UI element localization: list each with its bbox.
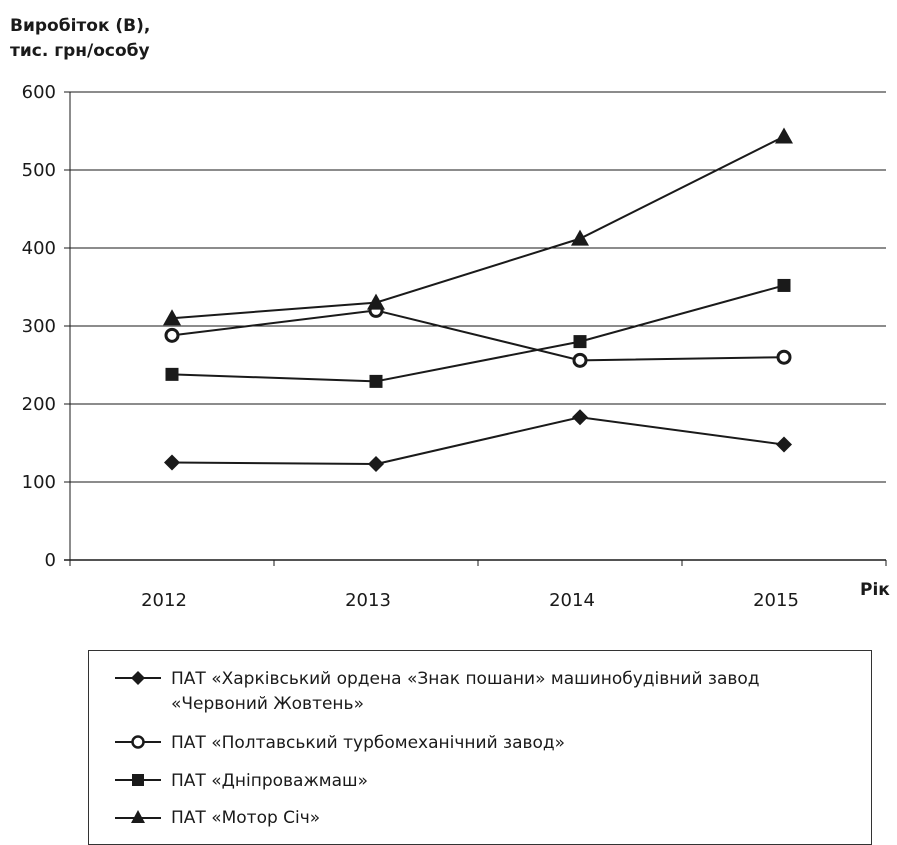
data-point-s3-2014: [571, 229, 589, 246]
legend-item-2: ПАТ «Дніпроважмаш»: [113, 769, 368, 794]
y-tick-label: 0: [45, 550, 56, 571]
data-point-s2-2012: [165, 367, 179, 381]
data-point-s0-2013: [368, 456, 384, 473]
data-point-s2-2015: [777, 278, 791, 292]
x-tick-label: 2014: [549, 590, 595, 611]
gridlines: [70, 91, 886, 483]
legend-label-3: ПАТ «Мотор Січ»: [171, 808, 321, 828]
series-line-1: [171, 309, 785, 362]
data-point-s0-2012: [164, 454, 180, 471]
series-line-2: [171, 284, 785, 383]
x-tick-label: 2015: [753, 590, 799, 611]
y-tick-label: 300: [22, 316, 56, 337]
legend-label-2: ПАТ «Дніпроважмаш»: [171, 771, 368, 791]
data-point-s3-2015: [775, 127, 793, 144]
legend-item-1: ПАТ «Полтавський турбомеханічний завод»: [113, 731, 565, 756]
legend-item-0: ПАТ «Харківський ордена «Знак пошани» ма…: [113, 667, 861, 717]
y-tick-label: 600: [22, 82, 56, 103]
series-layer: [163, 127, 793, 473]
tick-labels: 0 100 200 300 400 500 600 2012 2013 2014 2015: [22, 82, 799, 611]
diamond-marker-icon: [115, 671, 161, 685]
legend-label-0: ПАТ «Харківський ордена «Знак пошани» ма…: [171, 669, 760, 714]
x-axis-label: Рік: [860, 580, 890, 600]
series-line-3: [171, 135, 785, 320]
x-tick-label: 2012: [141, 590, 187, 611]
data-point-s3-2013: [367, 293, 385, 310]
data-point-s1-2014: [572, 352, 588, 368]
square-marker-icon: [115, 774, 161, 786]
data-point-s1-2015: [776, 349, 792, 365]
line-chart: 0 100 200 300 400 500 600 2012 2013 2014 2015: [22, 82, 887, 611]
y-axis-label: Виробіток (В), тис. грн/особу: [10, 14, 150, 64]
series-line-0: [171, 416, 785, 466]
x-tick-label: 2013: [345, 590, 391, 611]
y-axis-label-line-1: Виробіток (В),: [10, 16, 151, 36]
data-point-s2-2013: [369, 374, 383, 388]
y-tick-label: 200: [22, 394, 56, 415]
triangle-marker-icon: [115, 810, 161, 823]
y-tick-label: 100: [22, 472, 56, 493]
legend-label-1: ПАТ «Полтавський турбомеханічний завод»: [171, 733, 566, 753]
data-point-s2-2014: [573, 335, 587, 349]
data-point-s0-2014: [572, 409, 588, 426]
axes: [64, 91, 887, 566]
open-circle-marker-icon: [115, 735, 161, 749]
y-tick-label: 500: [22, 160, 56, 181]
data-point-s0-2015: [776, 436, 792, 453]
data-point-s1-2012: [164, 327, 180, 343]
legend: ПАТ «Харківський ордена «Знак пошани» ма…: [88, 650, 872, 845]
y-tick-label: 400: [22, 238, 56, 259]
data-point-s3-2012: [163, 309, 181, 326]
legend-item-3: ПАТ «Мотор Січ»: [113, 806, 320, 831]
y-axis-label-line-2: тис. грн/особу: [10, 41, 150, 61]
